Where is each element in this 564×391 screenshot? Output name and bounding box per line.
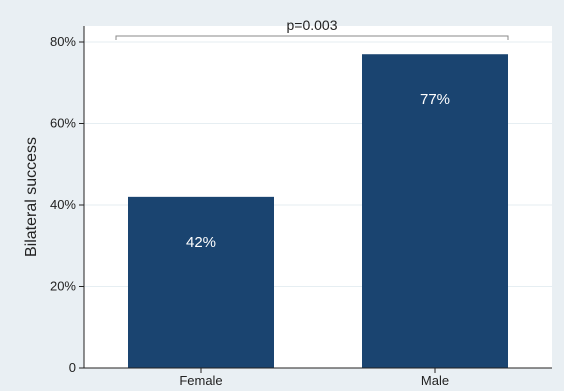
p-value-label: p=0.003 bbox=[287, 17, 338, 33]
y-tick-label: 0 bbox=[69, 360, 76, 375]
y-tick-label: 20% bbox=[50, 279, 76, 294]
bracket-line bbox=[115, 35, 509, 40]
bar-female bbox=[128, 196, 274, 368]
y-tick-label: 40% bbox=[50, 197, 76, 212]
x-tick-label-male: Male bbox=[421, 373, 449, 388]
y-axis-title: Bilateral success bbox=[23, 137, 40, 257]
significance-bracket: p=0.003 bbox=[115, 17, 509, 40]
y-tick-label: 60% bbox=[50, 116, 76, 131]
x-axis: Female Male bbox=[84, 367, 552, 388]
bar-male bbox=[362, 54, 508, 368]
data-label-female: 42% bbox=[186, 234, 216, 251]
bars bbox=[128, 54, 508, 368]
y-tick-label: 80% bbox=[50, 34, 76, 49]
x-tick-label-female: Female bbox=[179, 373, 222, 388]
bar-data-labels: 42% 77% bbox=[186, 91, 450, 251]
data-label-male: 77% bbox=[420, 91, 450, 108]
y-axis: 0 20% 40% 60% 80% bbox=[50, 26, 85, 375]
